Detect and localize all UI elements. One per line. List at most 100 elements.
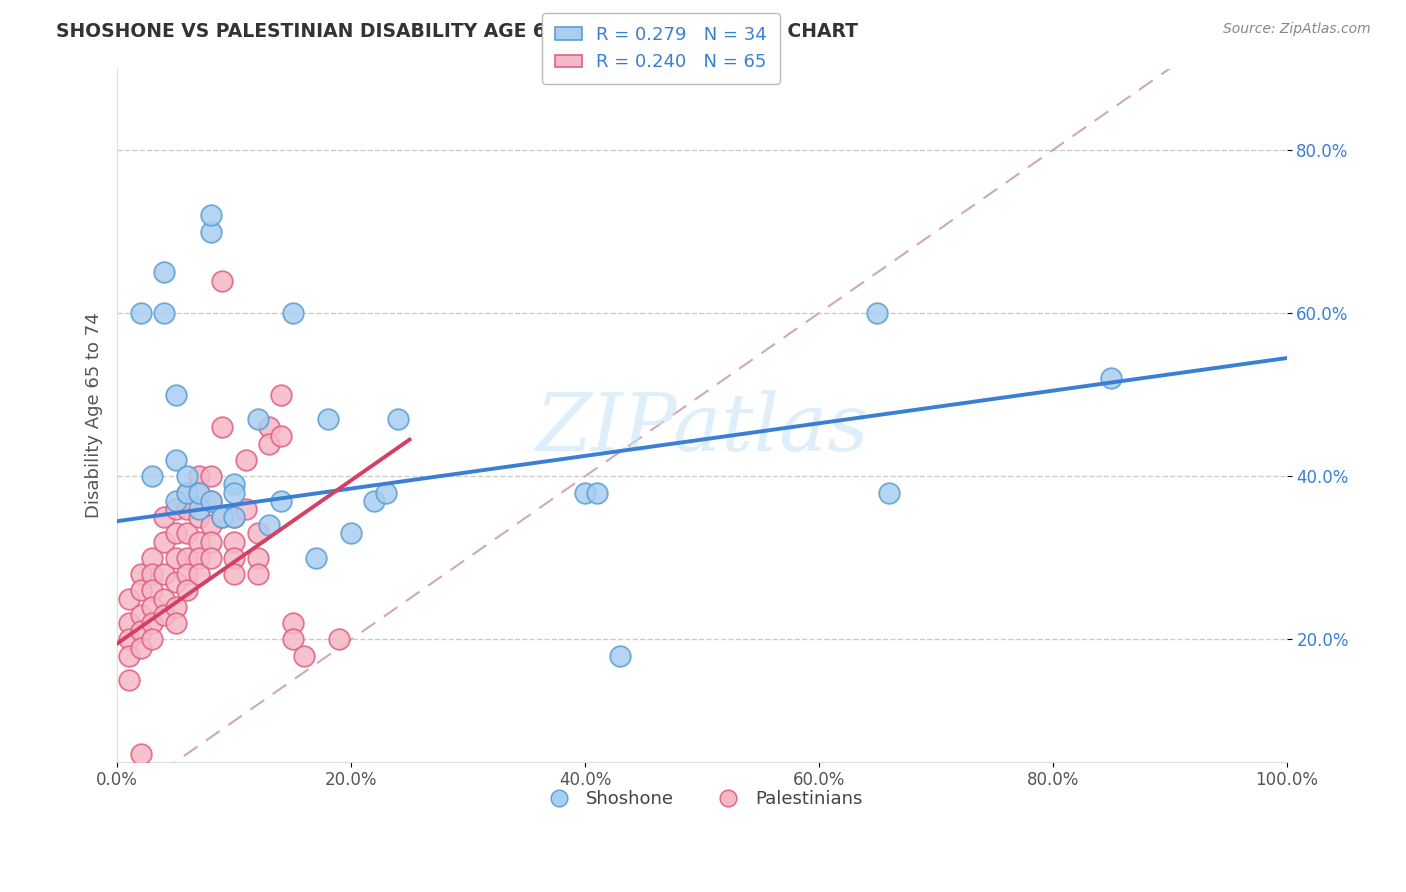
Point: [188, 485, 211, 500]
Point: [211, 420, 233, 434]
Point: [281, 616, 304, 631]
Point: [585, 485, 607, 500]
Point: [165, 493, 187, 508]
Point: [200, 493, 222, 508]
Point: [153, 591, 176, 606]
Point: [165, 599, 187, 614]
Point: [176, 567, 198, 582]
Point: [129, 306, 152, 320]
Point: [118, 673, 141, 688]
Point: [129, 640, 152, 655]
Point: [224, 510, 246, 524]
Point: [211, 274, 233, 288]
Point: [141, 583, 163, 598]
Point: [340, 526, 363, 541]
Point: [176, 526, 198, 541]
Point: [141, 567, 163, 582]
Point: [246, 526, 269, 541]
Legend: Shoshone, Palestinians: Shoshone, Palestinians: [534, 782, 870, 815]
Point: [375, 485, 398, 500]
Point: [211, 510, 233, 524]
Point: [270, 388, 292, 402]
Point: [246, 567, 269, 582]
Point: [200, 493, 222, 508]
Point: [224, 485, 246, 500]
Point: [257, 436, 280, 450]
Point: [246, 412, 269, 426]
Point: [387, 412, 409, 426]
Point: [129, 583, 152, 598]
Point: [224, 550, 246, 565]
Point: [165, 550, 187, 565]
Point: [188, 502, 211, 516]
Point: [153, 534, 176, 549]
Point: [270, 493, 292, 508]
Point: [328, 632, 350, 647]
Point: [200, 469, 222, 483]
Text: Source: ZipAtlas.com: Source: ZipAtlas.com: [1223, 22, 1371, 37]
Point: [877, 485, 900, 500]
Point: [188, 550, 211, 565]
Point: [257, 518, 280, 533]
Point: [281, 632, 304, 647]
Point: [188, 469, 211, 483]
Point: [224, 477, 246, 491]
Point: [153, 607, 176, 622]
Point: [200, 225, 222, 239]
Point: [246, 550, 269, 565]
Point: [141, 550, 163, 565]
Point: [165, 616, 187, 631]
Point: [153, 265, 176, 279]
Point: [141, 599, 163, 614]
Point: [129, 567, 152, 582]
Point: [574, 485, 596, 500]
Point: [176, 469, 198, 483]
Text: ZIPatlas: ZIPatlas: [536, 391, 869, 467]
Point: [200, 518, 222, 533]
Point: [866, 306, 889, 320]
Point: [1099, 371, 1122, 385]
Point: [211, 510, 233, 524]
Point: [165, 388, 187, 402]
Point: [609, 648, 631, 663]
Y-axis label: Disability Age 65 to 74: Disability Age 65 to 74: [86, 312, 103, 518]
Point: [176, 485, 198, 500]
Point: [270, 428, 292, 442]
Point: [200, 550, 222, 565]
Point: [224, 567, 246, 582]
Point: [176, 550, 198, 565]
Point: [176, 485, 198, 500]
Point: [153, 306, 176, 320]
Point: [129, 624, 152, 639]
Point: [316, 412, 339, 426]
Point: [363, 493, 385, 508]
Point: [118, 648, 141, 663]
Point: [224, 510, 246, 524]
Point: [257, 420, 280, 434]
Point: [235, 453, 257, 467]
Point: [235, 502, 257, 516]
Point: [200, 208, 222, 222]
Point: [224, 534, 246, 549]
Point: [176, 502, 198, 516]
Point: [188, 510, 211, 524]
Point: [281, 306, 304, 320]
Point: [188, 567, 211, 582]
Point: [153, 510, 176, 524]
Point: [118, 616, 141, 631]
Point: [118, 591, 141, 606]
Point: [129, 607, 152, 622]
Point: [141, 469, 163, 483]
Point: [141, 632, 163, 647]
Point: [165, 502, 187, 516]
Point: [141, 616, 163, 631]
Point: [305, 550, 328, 565]
Point: [200, 534, 222, 549]
Point: [176, 583, 198, 598]
Point: [153, 567, 176, 582]
Point: [165, 526, 187, 541]
Point: [165, 575, 187, 590]
Point: [165, 453, 187, 467]
Point: [188, 534, 211, 549]
Point: [292, 648, 315, 663]
